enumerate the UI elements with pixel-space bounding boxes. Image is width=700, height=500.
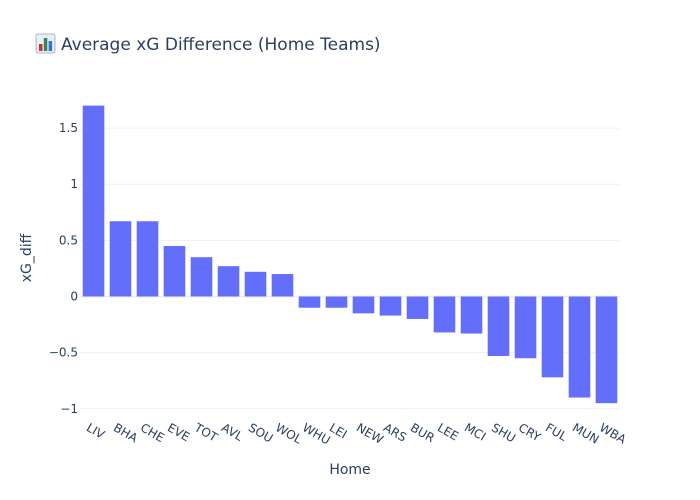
x-tick-label: NEW [354,420,386,446]
bar-eve[interactable] [163,245,186,297]
y-tick-label: 0.5 [59,233,78,247]
bar-new[interactable] [352,296,375,314]
x-tick-label: EVE [165,420,192,444]
bar-bha[interactable] [109,221,132,297]
x-tick-label: BUR [408,420,437,445]
y-axis-title: xG_diff [19,233,35,282]
bar-cry[interactable] [514,296,537,359]
bar-whu[interactable] [298,296,321,308]
bar-ars[interactable] [379,296,402,316]
x-tick-label: WOL [273,420,305,446]
x-tick-label: ARS [381,420,409,444]
y-tick-label: −0.5 [49,346,78,360]
x-tick-label: LEE [435,420,461,443]
bar-sou[interactable] [244,271,267,297]
bar-tot[interactable] [190,257,213,297]
bar-shu[interactable] [487,296,510,356]
bar-wol[interactable] [271,274,294,297]
bar-che[interactable] [136,221,159,297]
x-tick-label: MUN [570,420,601,446]
chart-title-text: Average xG Difference (Home Teams) [61,35,381,55]
bar-chart-emoji-icon [35,33,56,54]
x-axis-title: Home [329,462,370,478]
y-tick-label: 0 [70,289,78,303]
bar-lee[interactable] [433,296,456,333]
y-axis-ticks: −1 −0.5 0 0.5 1 1.5 [49,121,78,416]
x-tick-label: WHU [300,420,333,447]
x-tick-label: WBA [597,420,629,447]
grid-lines [80,127,620,410]
bar-avl[interactable] [217,266,240,297]
x-tick-label: CRY [516,420,544,444]
y-tick-label: 1 [70,177,78,191]
x-tick-label: AVL [219,420,246,443]
bar-bur[interactable] [406,296,429,319]
bar-ful[interactable] [541,296,564,378]
x-tick-label: SHU [489,420,518,445]
bar-mun[interactable] [568,296,591,398]
x-tick-label: MCI [462,420,488,443]
x-tick-label: FUL [543,420,570,443]
y-tick-label: −1 [60,402,78,416]
chart-title: Average xG Difference (Home Teams) [35,33,381,55]
bars [82,105,618,404]
y-tick-label: 1.5 [59,121,78,135]
x-tick-label: CHE [138,420,167,445]
bar-lei[interactable] [325,296,348,308]
x-tick-label: BHA [111,420,141,445]
x-tick-label: LIV [84,420,108,442]
bar-wba[interactable] [595,296,618,404]
x-tick-label: SOU [246,420,275,445]
bar-liv[interactable] [82,105,105,297]
bar-mci[interactable] [460,296,483,334]
x-tick-label: TOT [191,420,220,445]
